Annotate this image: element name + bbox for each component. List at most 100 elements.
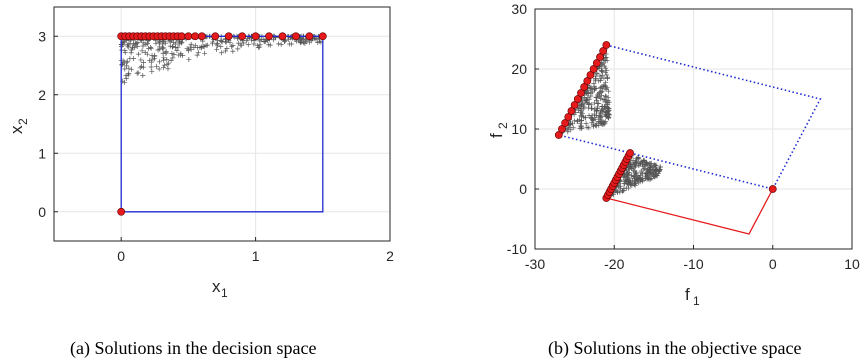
y-tick-label: 0 xyxy=(38,204,46,220)
dominated-solution-marker xyxy=(179,39,185,45)
dominated-solution-marker xyxy=(278,41,284,47)
dominated-solution-marker xyxy=(629,166,635,172)
dominated-solution-marker xyxy=(598,85,604,91)
dominated-solution-marker xyxy=(156,66,162,72)
optimal-solution-point xyxy=(580,83,589,91)
dominated-solution-marker xyxy=(597,78,603,84)
dominated-solution-marker xyxy=(654,173,660,179)
dominated-solution-marker xyxy=(219,50,225,56)
dominated-solution-marker xyxy=(161,55,167,61)
dominated-solution-marker xyxy=(154,63,160,69)
optimal-solution-point xyxy=(592,59,601,67)
dominated-solution-marker xyxy=(646,166,652,172)
dominated-solution-marker xyxy=(631,173,637,179)
dominated-solution-marker xyxy=(169,44,175,50)
y-tick-label: 0 xyxy=(519,181,527,197)
optimal-solution-point xyxy=(318,32,327,41)
dominated-solution-marker xyxy=(593,123,599,129)
optimal-solution-point xyxy=(602,41,611,49)
dominated-solution-marker xyxy=(261,37,267,43)
dominated-solution-marker xyxy=(203,43,209,49)
optimal-solution-point xyxy=(251,32,260,41)
dominated-solution-marker xyxy=(123,73,129,79)
dominated-solution-marker xyxy=(245,42,251,48)
optimal-solution-point xyxy=(224,32,233,41)
optimal-solution-point xyxy=(567,107,576,115)
dominated-solution-marker xyxy=(168,57,174,63)
dominated-solution-marker xyxy=(149,69,155,75)
dominated-solution-marker xyxy=(626,166,632,172)
dominated-solution-marker xyxy=(625,176,631,182)
dominated-solution-marker xyxy=(640,177,646,183)
dominated-solution-marker xyxy=(629,172,635,178)
optimal-solution-point xyxy=(599,47,608,55)
dominated-solution-marker xyxy=(152,53,158,59)
dominated-solution-marker xyxy=(657,168,663,174)
dominated-solution-marker xyxy=(257,42,263,48)
dominated-solution-marker xyxy=(156,59,162,65)
dominated-solution-marker xyxy=(194,52,200,58)
dominated-solution-marker xyxy=(585,91,591,97)
optimal-solution-point xyxy=(177,32,186,41)
y-tick-label: 2 xyxy=(38,87,46,103)
dominated-solution-marker xyxy=(578,113,584,119)
dominated-solution-marker xyxy=(596,114,602,120)
dominated-solution-marker xyxy=(599,103,605,109)
dominated-solution-marker xyxy=(173,45,179,51)
dominated-solution-marker xyxy=(126,70,132,76)
y-tick-label: 10 xyxy=(511,121,527,137)
dominated-solution-marker xyxy=(176,41,182,47)
dominated-solution-marker xyxy=(593,95,599,101)
optimal-solution-point xyxy=(265,32,273,41)
dominated-solution-marker xyxy=(127,40,133,46)
dominated-solution-marker xyxy=(134,44,140,50)
dominated-solution-marker xyxy=(188,41,194,47)
dominated-solution-marker xyxy=(126,44,132,50)
dominated-solution-marker xyxy=(148,64,154,70)
dominated-solution-marker xyxy=(122,66,128,72)
dominated-solution-marker xyxy=(586,102,592,108)
dominated-solution-marker xyxy=(604,58,610,64)
optimal-solution-point xyxy=(211,32,220,41)
dominated-solution-marker xyxy=(606,108,612,114)
x-tick-label: 1 xyxy=(252,248,260,264)
dominated-solution-marker xyxy=(603,94,609,100)
dominated-solution-marker xyxy=(594,104,600,110)
dominated-solution-marker xyxy=(286,41,292,47)
dominated-solution-marker xyxy=(624,170,630,176)
dominated-solution-marker xyxy=(641,166,647,172)
x-tick-label: 2 xyxy=(386,248,394,264)
panel-b-pareto-front xyxy=(554,41,777,202)
panel-a-plot-area xyxy=(54,7,390,241)
dominated-solution-marker xyxy=(313,37,319,43)
panel-a-caption: (a) Solutions in the decision space xyxy=(70,338,316,359)
dominated-solution-marker xyxy=(164,57,170,63)
dominated-solution-marker xyxy=(577,110,583,116)
panel-a-ylabel-sub: 2 xyxy=(16,118,30,125)
dominated-solution-marker xyxy=(582,94,588,100)
dominated-solution-marker xyxy=(620,188,626,194)
dominated-solution-marker xyxy=(300,36,306,42)
panel-b-caption: (b) Solutions in the objective space xyxy=(548,338,801,359)
dominated-solution-marker xyxy=(594,70,600,76)
dominated-solution-marker xyxy=(635,156,641,162)
dominated-solution-marker xyxy=(598,68,604,74)
dominated-solution-marker xyxy=(306,39,312,45)
dominated-solution-marker xyxy=(198,45,204,51)
panel-a: 0 1 2 0 1 2 3 x 1 x 2 (a) Solutions in the dec… xyxy=(7,6,394,359)
dominated-solution-marker xyxy=(204,42,210,48)
dominated-solution-marker xyxy=(574,119,580,125)
dominated-solution-marker xyxy=(125,42,131,48)
dominated-solution-marker xyxy=(121,40,127,46)
dominated-solution-marker xyxy=(136,51,142,57)
optimal-solution-point xyxy=(554,131,563,139)
dominated-solution-marker xyxy=(597,116,603,122)
dominated-solution-marker xyxy=(599,72,605,78)
optimal-solution-point xyxy=(586,71,595,79)
x-tick-label: -20 xyxy=(604,256,624,272)
dominated-solution-marker xyxy=(603,69,609,75)
dominated-solution-marker xyxy=(600,61,606,67)
dominated-solution-marker xyxy=(590,117,596,123)
optimal-solution-point xyxy=(768,185,777,193)
